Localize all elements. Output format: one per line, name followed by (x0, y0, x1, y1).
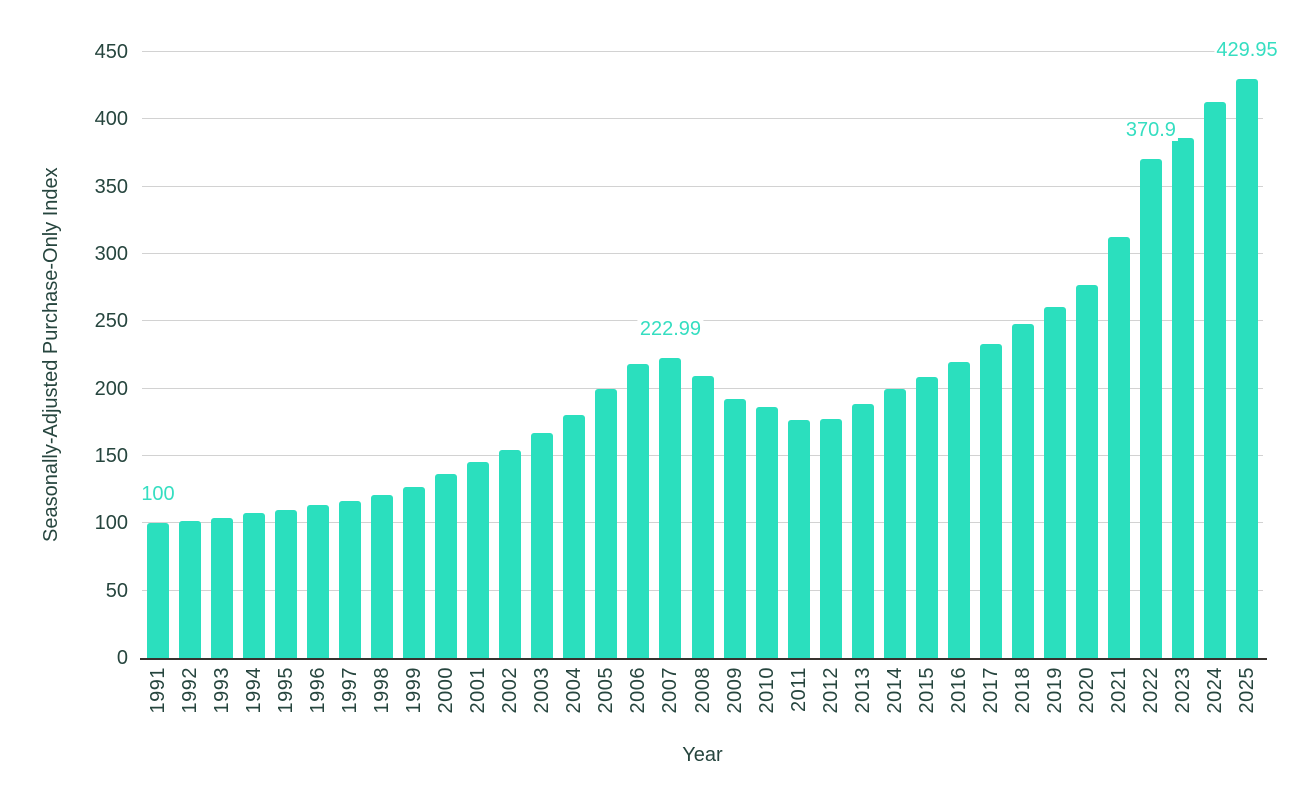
bar-1996[interactable] (307, 505, 330, 658)
bar-2018[interactable] (1011, 323, 1034, 658)
x-tick-label-2000: 2000 (435, 667, 458, 714)
gridline-400 (142, 118, 1263, 120)
bar-1997[interactable] (339, 501, 362, 658)
bar-2022[interactable] (1139, 158, 1162, 658)
bar-2013[interactable] (851, 404, 874, 658)
bar-2016[interactable] (947, 361, 970, 658)
bar-2014[interactable] (883, 389, 906, 658)
gridline-350 (142, 185, 1263, 187)
x-tick-label-1991: 1991 (147, 667, 169, 714)
bar-2004[interactable] (563, 414, 586, 658)
bar-2007[interactable] (659, 357, 682, 658)
bar-1998[interactable] (371, 495, 394, 658)
bar-1994[interactable] (243, 513, 266, 658)
data-label-2025: 429.95 (1214, 39, 1280, 62)
y-tick-label-350: 350 (94, 175, 128, 198)
x-tick-label-2001: 2001 (467, 667, 490, 714)
plot-area: 100 222.99 370.9 429.95 (139, 39, 1280, 658)
x-tick-label-2017: 2017 (979, 667, 1002, 714)
y-tick-label-250: 250 (94, 310, 128, 333)
y-tick-label-150: 150 (94, 445, 128, 467)
bar-2017[interactable] (979, 344, 1002, 658)
x-tick-label-2013: 2013 (851, 667, 874, 714)
x-axis-title: Year (682, 744, 723, 766)
x-tick-label-2015: 2015 (915, 667, 938, 714)
x-tick-label-2024: 2024 (1203, 667, 1226, 714)
x-tick-label-2014: 2014 (883, 667, 906, 714)
bar-1992[interactable] (179, 520, 202, 658)
bar-2008[interactable] (691, 375, 714, 658)
x-tick-label-2010: 2010 (755, 667, 778, 714)
bar-1999[interactable] (403, 486, 426, 658)
x-tick-label-1992: 1992 (179, 667, 202, 714)
x-tick-label-1994: 1994 (243, 667, 266, 714)
bar-2015[interactable] (915, 376, 938, 658)
x-tick-label-2012: 2012 (819, 667, 842, 714)
x-tick-label-2009: 2009 (723, 667, 746, 714)
y-tick-label-300: 300 (94, 243, 128, 265)
x-tick-label-1997: 1997 (339, 667, 362, 714)
x-tick-label-2023: 2023 (1171, 667, 1194, 714)
bar-2021[interactable] (1107, 237, 1130, 658)
x-tick-label-1998: 1998 (371, 667, 394, 714)
bar-2012[interactable] (819, 418, 842, 658)
x-tick-label-2006: 2006 (627, 667, 650, 714)
x-tick-label-2011: 2011 (787, 667, 810, 713)
bar-2019[interactable] (1043, 306, 1066, 658)
bar-2009[interactable] (723, 399, 746, 658)
x-tick-label-2007: 2007 (659, 667, 682, 714)
y-axis-title: Seasonally-Adjusted Purchase-Only Index (40, 167, 62, 543)
x-tick-label-2018: 2018 (1011, 667, 1034, 714)
x-tick-label-2022: 2022 (1139, 667, 1162, 714)
bar-1993[interactable] (211, 518, 234, 658)
bar-2011[interactable] (787, 420, 810, 658)
data-label-2007: 222.99 (637, 317, 704, 340)
data-label-2022: 370.9 (1123, 118, 1178, 141)
bar-2006[interactable] (627, 363, 650, 658)
gridline-450 (142, 51, 1263, 52)
bar-2003[interactable] (531, 432, 554, 658)
x-tick-label-2003: 2003 (531, 667, 554, 714)
bar-2025[interactable] (1235, 79, 1258, 658)
x-tick-label-2002: 2002 (499, 667, 522, 714)
gridline-300 (142, 253, 1263, 254)
y-tick-label-450: 450 (94, 41, 128, 63)
x-tick-label-1993: 1993 (211, 667, 234, 714)
bar-2020[interactable] (1075, 284, 1098, 658)
x-tick-label-2016: 2016 (947, 667, 970, 714)
x-tick-label-1999: 1999 (403, 667, 426, 714)
y-tick-label-50: 50 (105, 579, 128, 602)
bar-2000[interactable] (435, 474, 458, 658)
bar-2005[interactable] (595, 388, 618, 658)
bar-1995[interactable] (275, 510, 298, 658)
y-tick-label-0: 0 (116, 647, 128, 669)
x-tick-label-2020: 2020 (1075, 667, 1098, 714)
x-tick-label-2019: 2019 (1043, 667, 1066, 714)
y-tick-label-400: 400 (94, 108, 128, 131)
bar-2010[interactable] (755, 406, 778, 658)
x-tick-label-2025: 2025 (1235, 667, 1258, 714)
x-axis-line (140, 658, 1267, 660)
bar-2024[interactable] (1203, 102, 1226, 658)
bar-1991[interactable] (147, 523, 169, 658)
data-label-1991: 100 (139, 483, 177, 506)
x-tick-label-2008: 2008 (691, 667, 714, 714)
x-tick-label-2021: 2021 (1107, 667, 1130, 714)
y-tick-label-100: 100 (94, 512, 128, 535)
y-tick-label-200: 200 (94, 377, 128, 400)
x-tick-label-2004: 2004 (563, 667, 586, 714)
bar-2023[interactable] (1171, 137, 1194, 658)
x-tick-label-2005: 2005 (595, 667, 618, 714)
x-tick-label-1995: 1995 (275, 667, 298, 714)
bar-2001[interactable] (467, 462, 490, 658)
bar-2002[interactable] (499, 449, 522, 658)
x-tick-label-1996: 1996 (307, 667, 330, 714)
